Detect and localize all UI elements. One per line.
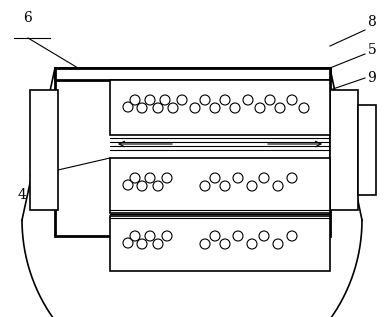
Bar (55, 68, 330, 80)
Bar (110, 216, 330, 271)
Text: 6: 6 (23, 11, 32, 25)
Bar (358, 105, 376, 195)
Bar (110, 158, 330, 213)
Bar (110, 80, 330, 135)
Bar (55, 68, 330, 236)
Bar (330, 90, 358, 210)
Bar (30, 90, 58, 210)
Text: 4: 4 (18, 188, 27, 202)
Text: 9: 9 (368, 71, 377, 85)
Text: 5: 5 (368, 43, 377, 57)
Text: 8: 8 (368, 15, 377, 29)
